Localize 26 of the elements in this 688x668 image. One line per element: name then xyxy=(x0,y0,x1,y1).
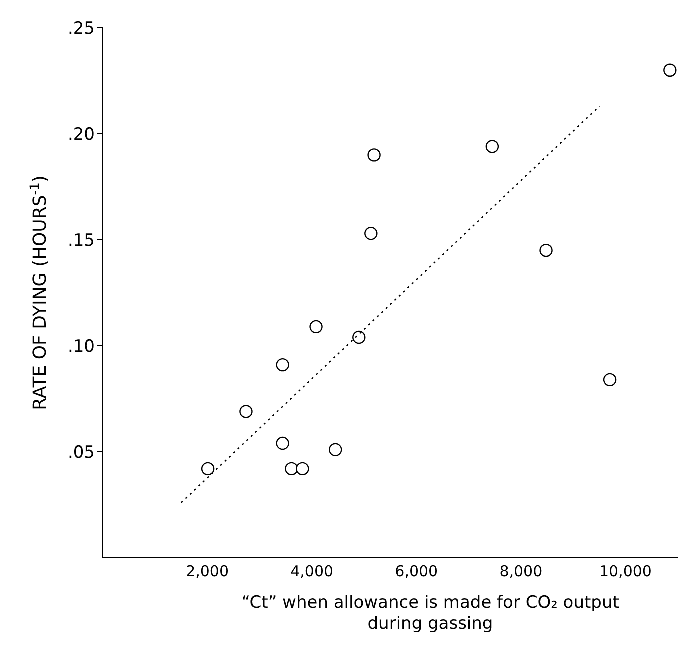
point xyxy=(329,443,342,456)
y-tick-label: .15 xyxy=(68,231,95,252)
x-tick-label: 2,000 xyxy=(186,562,230,581)
point xyxy=(201,462,215,476)
point xyxy=(310,320,323,334)
point xyxy=(276,358,290,372)
point xyxy=(296,462,310,476)
point xyxy=(285,462,298,476)
point xyxy=(486,140,500,154)
point xyxy=(364,227,378,240)
x-tick-label: 8,000 xyxy=(500,562,543,581)
point xyxy=(540,244,553,258)
point xyxy=(664,64,677,77)
x-tick-label: 6,000 xyxy=(395,562,438,581)
point xyxy=(352,330,366,344)
point xyxy=(368,148,381,162)
y-tick-label: .25 xyxy=(68,19,95,40)
point xyxy=(240,405,253,418)
y-tick-label: .20 xyxy=(68,125,95,146)
point xyxy=(603,373,617,387)
x-axis-title: “Ct” when allowance is made for CO₂ output during gassing xyxy=(242,593,620,634)
y-tick-label: .05 xyxy=(68,443,95,464)
x-tick-label: 4,000 xyxy=(290,562,334,581)
y-tick-label: .10 xyxy=(68,337,95,358)
x-tick-label: 10,000 xyxy=(599,562,652,581)
point xyxy=(276,436,290,450)
